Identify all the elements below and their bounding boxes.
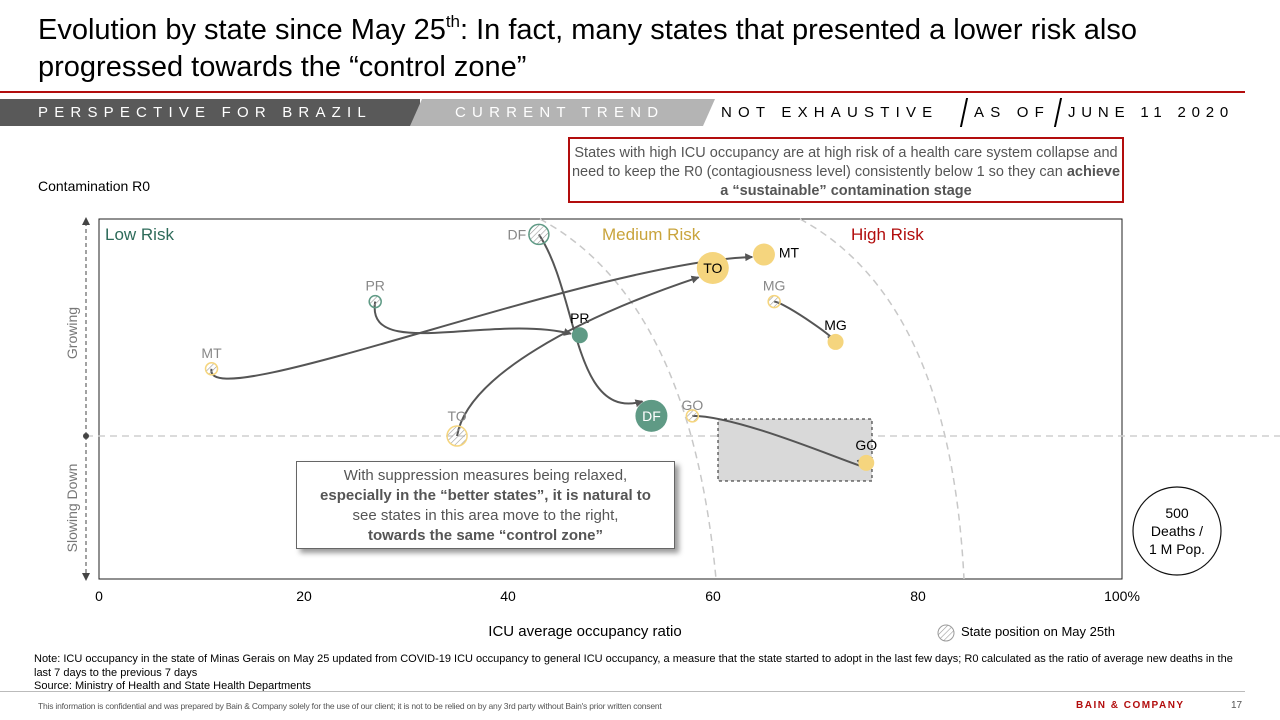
may25-label-mg: MG [763, 278, 786, 294]
y-slowing-label: Slowing Down [64, 464, 80, 553]
x-tick-label: 20 [296, 588, 312, 604]
footnote-note: Note: ICU occupancy in the state of Mina… [34, 653, 1233, 679]
current-label-go: GO [855, 437, 877, 453]
title-superscript: th [445, 12, 461, 31]
may25-point-mt [204, 362, 219, 376]
zone-medium-risk: Medium Risk [602, 225, 701, 244]
state-marks: DF DF PR PR MT MT TO TO MG MG GO GO [201, 223, 877, 471]
banner-not-exhaustive: NOT EXHAUSTIVE [721, 104, 939, 121]
banner-as-of: AS OF [974, 104, 1051, 121]
legend-label: State position on May 25th [961, 624, 1115, 639]
footnote-source: Source: Ministry of Health and State Hea… [34, 680, 311, 692]
trajectory-arrow-mg [773, 300, 837, 344]
confidentiality-notice: This information is confidential and was… [38, 701, 662, 711]
may25-point-to [446, 425, 468, 447]
footnote: Note: ICU occupancy in the state of Mina… [34, 653, 1244, 694]
high-risk-boundary [799, 218, 965, 580]
may25-label-pr: PR [365, 278, 384, 294]
banner-mid-band [410, 99, 715, 126]
title-rule [0, 91, 1245, 93]
trajectory-arrow-df [538, 233, 644, 408]
may25-label-df: DF [508, 226, 527, 242]
footer-rule [0, 691, 1245, 692]
current-label-pr: PR [570, 310, 589, 326]
current-point-df [635, 399, 668, 432]
current-label-mg: MG [824, 317, 847, 333]
size-reference-bubble [1132, 486, 1222, 576]
banner-date: JUNE 11 2020 [1068, 104, 1235, 121]
may25-point-mg [767, 294, 781, 309]
may25-label-go: GO [681, 397, 703, 413]
callout-text-2: especially in the “better states”, it is… [320, 487, 651, 504]
current-label-to: TO [703, 260, 722, 276]
callout-text-3: see states in this area move to the righ… [352, 507, 619, 524]
zone-low-risk: Low Risk [105, 225, 174, 244]
may25-point-pr [368, 294, 382, 309]
title-part-a: Evolution by state since May 25 [38, 14, 446, 46]
y-growing-label: Growing [64, 307, 80, 359]
callout-text-4: towards the same “control zone” [367, 527, 604, 544]
callout-text-1: With suppression measures being relaxed, [343, 467, 628, 484]
size-reference-unit-2: 1 M Pop. [1149, 541, 1205, 557]
current-point-mt [752, 243, 775, 266]
y-axis-origin-dot [83, 433, 89, 439]
may25-point-go [685, 409, 700, 423]
banner-perspective: PERSPECTIVE FOR BRAZIL [38, 104, 372, 121]
title-part-b: : In fact, many states that presented a … [38, 14, 1137, 83]
may25-label-to: TO [447, 408, 466, 424]
x-tick-label: 0 [95, 588, 103, 604]
banner-current-trend: CURRENT TREND [455, 104, 665, 121]
x-tick-label: 40 [500, 588, 516, 604]
current-point-mg [827, 333, 844, 350]
x-tick-label: 100% [1104, 588, 1140, 604]
zone-high-risk: High Risk [851, 225, 924, 244]
current-label-mt: MT [779, 245, 800, 261]
control-zone [717, 418, 873, 482]
trajectory-arrow-to [456, 275, 700, 437]
banner-left-band [0, 99, 420, 126]
current-label-df: DF [642, 408, 661, 424]
plot-frame [98, 218, 1123, 580]
size-reference-unit: Deaths / [1151, 523, 1203, 539]
risk-note-emphasis: achieve a “sustainable” contamination st… [720, 164, 1121, 199]
y-axis-title: Contamination R0 [38, 178, 151, 194]
current-point-pr [571, 327, 588, 344]
x-tick-label: 80 [910, 588, 926, 604]
risk-note-text: States with high ICU occupancy are at hi… [571, 145, 1118, 180]
size-reference-value: 500 [1165, 505, 1189, 521]
may25-label-mt: MT [201, 345, 222, 361]
current-point-to [696, 252, 729, 284]
current-point-go [858, 454, 875, 471]
x-tick-label: 60 [705, 588, 721, 604]
trajectory-arrow-pr [373, 301, 572, 336]
suppression-callout: With suppression measures being relaxed,… [296, 461, 675, 549]
slide-title: Evolution by state since May 25th: In fa… [38, 12, 1258, 86]
trajectory-arrow-mt [210, 253, 754, 380]
page-number: 17 [1231, 700, 1243, 711]
bain-logo: BAIN & COMPANY [1076, 700, 1185, 711]
risk-note-box: States with high ICU occupancy are at hi… [568, 137, 1124, 203]
legend-hatched-marker [937, 624, 955, 642]
x-axis-title: ICU average occupancy ratio [488, 623, 681, 640]
may25-point-df [528, 223, 550, 246]
